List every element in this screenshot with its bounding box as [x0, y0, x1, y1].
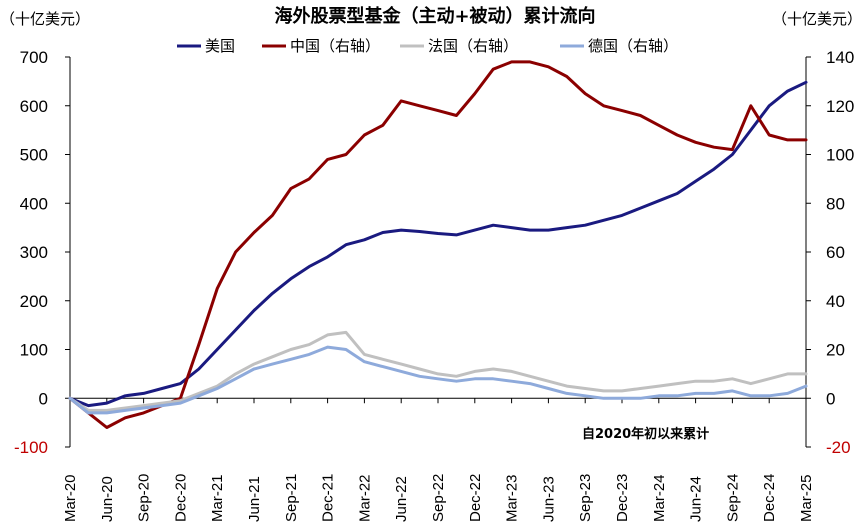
- right-tick-label: 60: [826, 243, 845, 262]
- legend-label: 中国（右轴）: [290, 37, 380, 55]
- left-tick-label: 400: [20, 194, 48, 213]
- x-tick-label: Dec-22: [467, 474, 484, 522]
- right-tick-label: 100: [826, 146, 854, 165]
- x-tick-label: Jun-20: [99, 476, 116, 522]
- x-tick-label: Sep-20: [136, 474, 153, 522]
- series-line-3: [68, 330, 808, 412]
- right-tick-label: 0: [826, 389, 835, 408]
- right-tick-label: 80: [826, 194, 845, 213]
- x-tick-label: Mar-23: [504, 474, 521, 522]
- series-line-1: [68, 80, 808, 408]
- right-tick-label: 120: [826, 97, 854, 116]
- annotation-label: 自2020年初以来累计: [582, 426, 709, 442]
- left-tick-label: 600: [20, 97, 48, 116]
- series-group: [68, 60, 808, 429]
- x-tick-label: Sep-21: [283, 474, 300, 522]
- legend-label: 德国（右轴）: [588, 37, 678, 55]
- x-tick-label: Sep-22: [430, 474, 447, 522]
- right-tick-label: 140: [826, 48, 854, 67]
- left-tick-label: 700: [20, 48, 48, 67]
- x-tick-label: Mar-25: [798, 474, 815, 522]
- x-tick-label: Dec-23: [614, 474, 631, 522]
- left-tick-label: 100: [20, 341, 48, 360]
- right-tick-label: 40: [826, 292, 845, 311]
- left-tick-label: 500: [20, 146, 48, 165]
- axes: -100 0 100 200 300 400 500 600 700 -20 0 20 40 60 80 10…: [14, 48, 854, 522]
- right-unit-label: （十亿美元）: [772, 10, 862, 28]
- series-line-4: [68, 345, 808, 415]
- x-tick-label: Mar-24: [651, 474, 668, 522]
- x-tick-label: Mar-20: [62, 474, 79, 522]
- chart-title: 海外股票型基金（主动+被动）累计流向: [274, 5, 595, 27]
- left-tick-label: 0: [39, 389, 48, 408]
- x-tick-label: Mar-21: [209, 474, 226, 522]
- left-tick-label: 200: [20, 292, 48, 311]
- x-tick-label: Sep-24: [724, 474, 741, 522]
- legend-label: 美国: [205, 37, 235, 55]
- x-tick-label: Mar-22: [356, 474, 373, 522]
- left-unit-label: （十亿美元）: [0, 10, 90, 28]
- legend: 美国 中国（右轴） 法国（右轴） 德国（右轴）: [177, 37, 678, 55]
- x-tick-label: Jun-21: [246, 476, 263, 522]
- x-tick-label: Dec-21: [320, 474, 337, 522]
- x-tick-label: Jun-24: [688, 476, 705, 522]
- right-tick-label: 20: [826, 341, 845, 360]
- x-tick-label: Jun-23: [540, 476, 557, 522]
- left-tick-label: -100: [14, 438, 48, 457]
- x-tick-label: Jun-22: [393, 476, 410, 522]
- x-tick-label: Dec-20: [172, 474, 189, 522]
- x-tick-label: Sep-23: [577, 474, 594, 522]
- right-tick-label: -20: [826, 438, 851, 457]
- series-line-2: [68, 60, 808, 429]
- x-tick-label: Dec-24: [761, 474, 778, 522]
- legend-label: 法国（右轴）: [428, 37, 518, 55]
- left-tick-label: 300: [20, 243, 48, 262]
